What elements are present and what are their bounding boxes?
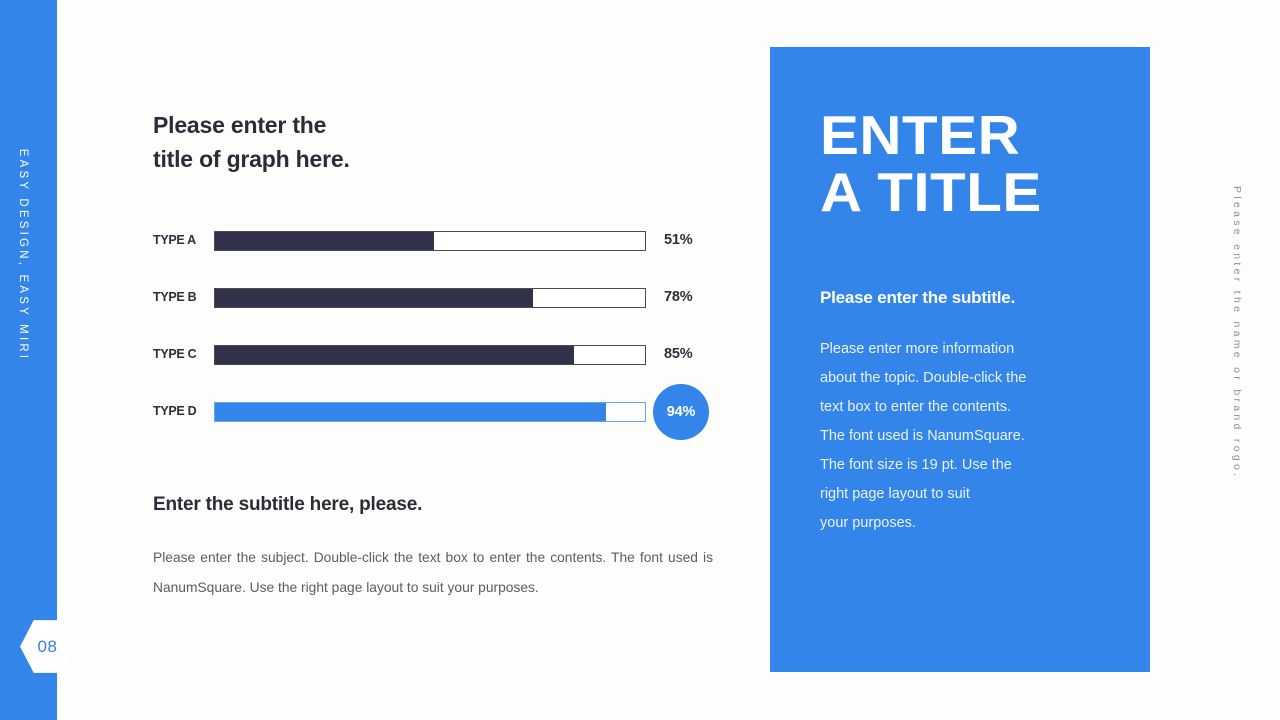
section-body-text: Please enter the subject. Double-click t… bbox=[153, 550, 713, 595]
sidebar-tagline: EASY DESIGN, EASY MIRI bbox=[16, 148, 29, 362]
bar-value-highlight-badge: 94% bbox=[653, 384, 709, 440]
bar-track bbox=[214, 288, 646, 308]
bar-row-type-a: TYPE A 51% bbox=[153, 228, 713, 285]
brand-logo-placeholder-text: Please enter the name or brand rogo. bbox=[1231, 186, 1243, 480]
panel-body-line: text box to enter the contents. bbox=[820, 399, 1012, 415]
chart-title-line-2: title of graph here. bbox=[153, 146, 350, 172]
bar-label: TYPE A bbox=[153, 233, 196, 247]
bar-label: TYPE B bbox=[153, 290, 197, 304]
bar-value-label: 78% bbox=[664, 289, 693, 305]
chart-title: Please enter the title of graph here. bbox=[153, 108, 350, 176]
panel-body-line: The font used is NanumSquare. bbox=[820, 428, 1025, 444]
panel-body-line: The font size is 19 pt. Use the bbox=[820, 457, 1012, 473]
panel-title: ENTER A TITLE bbox=[820, 107, 1042, 221]
bar-label: TYPE D bbox=[153, 404, 197, 418]
bar-value-label: 85% bbox=[664, 346, 693, 362]
bar-row-type-d: TYPE D 94% bbox=[153, 384, 713, 456]
panel-body-line: your purposes. bbox=[820, 515, 916, 531]
panel-body-line: about the topic. Double-click the bbox=[820, 370, 1027, 386]
bar-fill bbox=[215, 232, 435, 250]
bar-track bbox=[214, 231, 646, 251]
panel-title-line-1: ENTER bbox=[820, 104, 1021, 166]
bar-value-label: 51% bbox=[664, 232, 693, 248]
right-feature-panel: ENTER A TITLE Please enter the subtitle.… bbox=[770, 47, 1150, 672]
bar-label: TYPE C bbox=[153, 347, 197, 361]
section-subtitle: Enter the subtitle here, please. bbox=[153, 494, 423, 515]
left-sidebar: EASY DESIGN, EASY MIRI bbox=[0, 0, 57, 720]
page-number-label: 08 bbox=[37, 636, 58, 656]
panel-body-line: Please enter more information bbox=[820, 341, 1015, 357]
bar-row-type-b: TYPE B 78% bbox=[153, 285, 713, 342]
panel-title-line-2: A TITLE bbox=[820, 161, 1042, 223]
bar-row-type-c: TYPE C 85% bbox=[153, 342, 713, 399]
bar-track bbox=[214, 402, 646, 422]
chart-title-line-1: Please enter the bbox=[153, 112, 327, 138]
bar-chart: TYPE A 51% TYPE B 78% TYPE C 85% TYPE D … bbox=[153, 228, 713, 456]
bar-track bbox=[214, 345, 646, 365]
panel-subtitle: Please enter the subtitle. bbox=[820, 288, 1016, 307]
bar-fill bbox=[215, 346, 575, 364]
bar-fill bbox=[215, 403, 607, 421]
bar-fill bbox=[215, 289, 534, 307]
panel-body-line: right page layout to suit bbox=[820, 486, 970, 502]
page-number-badge: 08 bbox=[20, 620, 75, 673]
panel-body-text: Please enter more information about the … bbox=[820, 335, 1090, 538]
